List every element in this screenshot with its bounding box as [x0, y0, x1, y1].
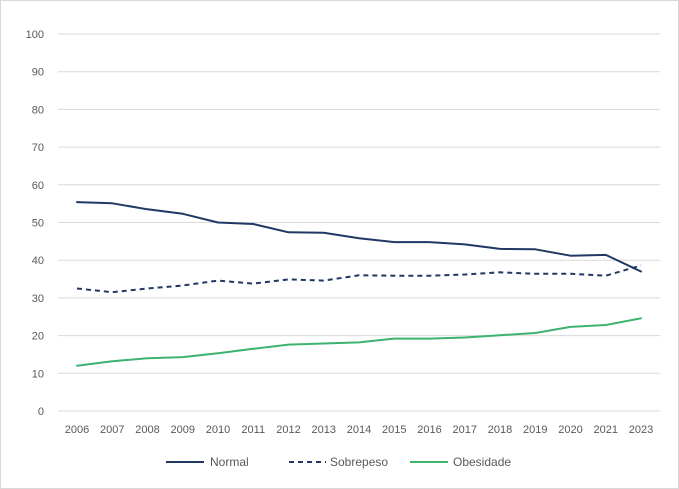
y-tick-label: 10 — [32, 368, 44, 380]
x-tick-label: 2016 — [417, 424, 441, 436]
y-tick-label: 80 — [32, 104, 44, 116]
y-tick-label: 0 — [38, 406, 44, 418]
legend-label-sobrepeso: Sobrepeso — [330, 455, 388, 469]
x-tick-label: 2010 — [206, 424, 230, 436]
y-axis-ticks: 0 10 20 30 40 50 60 70 80 90 100 — [26, 29, 44, 418]
y-tick-label: 60 — [32, 180, 44, 192]
series-lines — [76, 201, 642, 367]
x-tick-label: 2017 — [453, 424, 477, 436]
series-line-normal — [76, 201, 642, 273]
x-tick-label: 2021 — [594, 424, 618, 436]
x-tick-label: 2012 — [276, 424, 300, 436]
y-tick-label: 40 — [32, 255, 44, 267]
y-tick-label: 70 — [32, 142, 44, 154]
x-tick-label: 2015 — [382, 424, 406, 436]
x-tick-label: 2023 — [629, 424, 653, 436]
x-tick-label: 2007 — [100, 424, 124, 436]
x-tick-label: 2020 — [558, 424, 582, 436]
x-tick-label: 2014 — [347, 424, 371, 436]
y-tick-label: 30 — [32, 293, 44, 305]
x-tick-label: 2013 — [312, 424, 336, 436]
y-tick-label: 50 — [32, 218, 44, 230]
x-tick-label: 2009 — [171, 424, 195, 436]
legend: Normal Sobrepeso Obesidade — [166, 455, 511, 469]
x-tick-label: 2006 — [65, 424, 89, 436]
x-tick-label: 2018 — [488, 424, 512, 436]
x-tick-label: 2011 — [241, 424, 265, 436]
legend-label-normal: Normal — [210, 455, 249, 469]
series-line-obesidade — [76, 317, 642, 367]
series-line-sobrepeso — [76, 264, 642, 294]
legend-label-obesidade: Obesidade — [453, 455, 511, 469]
gridlines — [58, 33, 660, 412]
x-axis-ticks: 2006 2007 2008 2009 2010 2011 2012 2013 2014 2015… — [65, 424, 653, 436]
y-tick-label: 20 — [32, 331, 44, 343]
y-tick-label: 90 — [32, 67, 44, 79]
y-tick-label: 100 — [26, 29, 44, 41]
x-tick-label: 2019 — [523, 424, 547, 436]
x-tick-label: 2008 — [135, 424, 159, 436]
